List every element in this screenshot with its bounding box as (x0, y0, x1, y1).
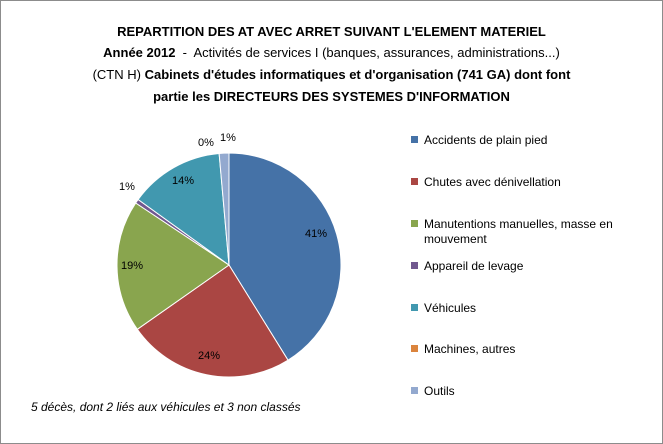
data-label-chutes-avec-denivellation: 24% (198, 350, 220, 362)
chart-title-ctn: (CTN H) (92, 67, 145, 82)
data-label-manutentions-manuelles-masse-en-mouvement: 19% (121, 260, 143, 272)
data-label-vehicules: 14% (172, 175, 194, 187)
chart-note: 5 décès, dont 2 liés aux véhicules et 3 … (31, 400, 301, 414)
legend-swatch-chutes-avec-denivellation (411, 178, 418, 185)
legend-label-chutes-avec-denivellation: Chutes avec dénivellation (424, 175, 561, 189)
data-label-machines-autres: 0% (198, 137, 214, 149)
legend-label-manutentions-line-2: mouvement (424, 232, 487, 246)
pie-slice-accidents-de-plain-pied (228, 152, 342, 361)
legend-swatch-outils (411, 387, 418, 394)
pie-slice-outils (218, 152, 230, 266)
legend-swatch-machines-autres (411, 345, 418, 352)
legend: Accidents de plain pied Chutes avec déniv… (411, 133, 613, 398)
legend-label-accidents-de-plain-pied: Accidents de plain pied (424, 133, 547, 147)
legend-label-outils: Outils (424, 384, 455, 398)
legend-swatch-appareil-de-levage (411, 262, 418, 269)
chart-title-line-2: Année 2012 - Activités de services I (ba… (1, 45, 662, 60)
legend-swatch-vehicules (411, 304, 418, 311)
chart-title-line-4: partie les DIRECTEURS DES SYSTEMES D'INF… (153, 89, 510, 104)
legend-label-vehicules: Véhicules (424, 301, 476, 315)
pie-labels: 41% 24% 19% 1% 14% 0% 1% (119, 132, 327, 362)
legend-label-manutentions-manuelles-masse-en-mouvement: Manutentions manuelles, masse en (424, 217, 613, 231)
data-label-appareil-de-levage: 1% (119, 181, 135, 193)
legend-swatch-accidents-de-plain-pied (411, 136, 418, 143)
chart-title-activity: Cabinets d'études informatiques et d'org… (144, 67, 571, 82)
chart-title-line-1: REPARTITION DES AT AVEC ARRET SUIVANT L'… (117, 24, 546, 39)
pie-slice-chutes-avec-denivellation (136, 264, 289, 378)
legend-swatch-manutentions-manuelles-masse-en-mouvement (411, 220, 418, 227)
pie-slices (116, 152, 342, 378)
legend-label-appareil-de-levage: Appareil de levage (424, 259, 524, 273)
pie-slice-manutentions-manuelles-masse-en-mouvement (116, 202, 230, 331)
data-label-outils: 1% (220, 132, 236, 144)
chart-title-sector: - Activités de services I (banques, assu… (175, 45, 560, 60)
chart-title-line-3: (CTN H) Cabinets d'études informatiques … (1, 67, 662, 82)
data-label-accidents-de-plain-pied: 41% (305, 228, 327, 240)
legend-label-machines-autres: Machines, autres (424, 342, 515, 356)
chart-title-year: Année 2012 (103, 45, 176, 60)
pie-slice-vehicules (137, 152, 230, 267)
